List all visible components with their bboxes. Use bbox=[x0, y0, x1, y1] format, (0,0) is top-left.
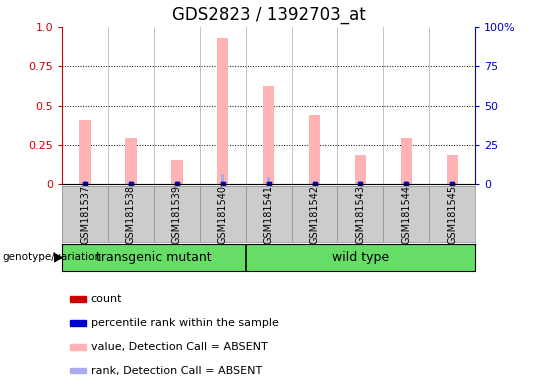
Bar bbox=[171, 160, 183, 184]
Text: wild type: wild type bbox=[332, 251, 389, 264]
Text: GSM181540: GSM181540 bbox=[218, 185, 228, 243]
Bar bbox=[309, 115, 320, 184]
Bar bbox=[359, 181, 362, 184]
Text: percentile rank within the sample: percentile rank within the sample bbox=[91, 318, 279, 328]
Bar bbox=[451, 181, 454, 184]
Text: GSM181542: GSM181542 bbox=[309, 185, 320, 243]
Text: GSM181543: GSM181543 bbox=[355, 185, 366, 243]
Bar bbox=[355, 155, 366, 184]
Text: value, Detection Call = ABSENT: value, Detection Call = ABSENT bbox=[91, 342, 267, 352]
Text: GSM181538: GSM181538 bbox=[126, 185, 136, 243]
Title: GDS2823 / 1392703_at: GDS2823 / 1392703_at bbox=[172, 6, 366, 24]
Bar bbox=[176, 181, 178, 184]
Text: GSM181545: GSM181545 bbox=[447, 185, 457, 243]
Text: GSM181544: GSM181544 bbox=[401, 185, 411, 243]
Bar bbox=[84, 181, 86, 184]
Bar bbox=[313, 181, 316, 184]
Bar bbox=[70, 367, 86, 373]
Bar bbox=[447, 155, 458, 184]
Bar bbox=[217, 38, 228, 184]
Text: count: count bbox=[91, 294, 123, 304]
Text: transgenic mutant: transgenic mutant bbox=[96, 251, 212, 264]
Text: ▶: ▶ bbox=[54, 251, 64, 264]
Bar bbox=[221, 174, 224, 184]
Bar bbox=[70, 344, 86, 349]
Bar bbox=[401, 138, 412, 184]
Text: GSM181541: GSM181541 bbox=[264, 185, 274, 243]
Text: GSM181537: GSM181537 bbox=[80, 185, 90, 243]
Text: rank, Detection Call = ABSENT: rank, Detection Call = ABSENT bbox=[91, 366, 262, 376]
Bar bbox=[263, 86, 274, 184]
Bar bbox=[70, 296, 86, 302]
Bar bbox=[130, 181, 132, 184]
Bar bbox=[267, 177, 270, 184]
Bar bbox=[125, 138, 137, 184]
Bar bbox=[70, 320, 86, 326]
Bar bbox=[79, 120, 91, 184]
Text: genotype/variation: genotype/variation bbox=[3, 252, 102, 262]
Bar bbox=[405, 181, 408, 184]
Text: GSM181539: GSM181539 bbox=[172, 185, 182, 243]
